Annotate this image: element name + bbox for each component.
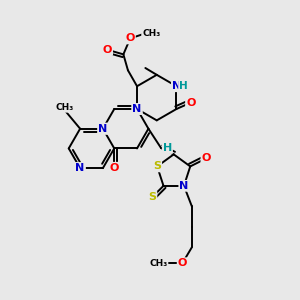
- Text: N: N: [76, 163, 85, 173]
- Text: N: N: [76, 163, 85, 173]
- Text: CH₃: CH₃: [56, 103, 74, 112]
- Text: O: O: [186, 98, 195, 108]
- Text: N: N: [132, 104, 142, 114]
- Text: N: N: [98, 124, 107, 134]
- Text: CH₃: CH₃: [149, 259, 168, 268]
- Text: H: H: [163, 143, 172, 153]
- Text: S: S: [148, 192, 156, 202]
- Text: CH₃: CH₃: [142, 29, 160, 38]
- Text: N: N: [98, 124, 107, 134]
- Text: H: H: [179, 81, 188, 91]
- Text: O: O: [178, 258, 187, 268]
- Text: N: N: [179, 181, 189, 191]
- Text: O: O: [125, 33, 135, 43]
- Text: N: N: [132, 104, 142, 114]
- Text: O: O: [103, 45, 112, 55]
- Text: O: O: [201, 154, 211, 164]
- Text: S: S: [153, 161, 161, 171]
- Text: N: N: [172, 81, 181, 91]
- Text: O: O: [110, 163, 119, 173]
